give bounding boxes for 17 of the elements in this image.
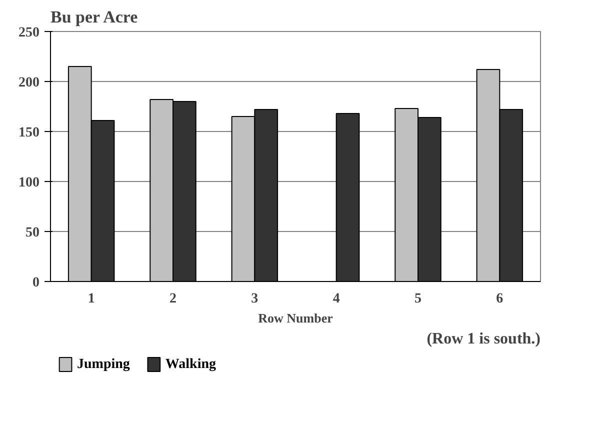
x-tick-label: 5 bbox=[414, 292, 422, 306]
y-tick-label: 50 bbox=[26, 226, 40, 240]
legend-label: Jumping bbox=[77, 357, 130, 372]
text: (Row 1 is south.) bbox=[426, 330, 541, 348]
y-tick-label: 200 bbox=[18, 76, 40, 90]
y-tick-label: 100 bbox=[18, 176, 40, 190]
x-tick-label: 6 bbox=[496, 292, 504, 306]
y-tick-label: 250 bbox=[18, 26, 40, 40]
x-tick-label: 1 bbox=[88, 292, 95, 306]
x-tick-label: 4 bbox=[332, 292, 340, 306]
y-tick-label: 0 bbox=[32, 276, 40, 290]
x-axis-title: Row Number bbox=[258, 310, 334, 326]
chart-title: Bu per Acre bbox=[50, 8, 138, 26]
legend-label: Walking bbox=[165, 357, 216, 372]
y-tick-label: 150 bbox=[18, 126, 40, 140]
x-tick-label: 2 bbox=[170, 292, 176, 306]
x-tick-label: 3 bbox=[251, 292, 258, 306]
